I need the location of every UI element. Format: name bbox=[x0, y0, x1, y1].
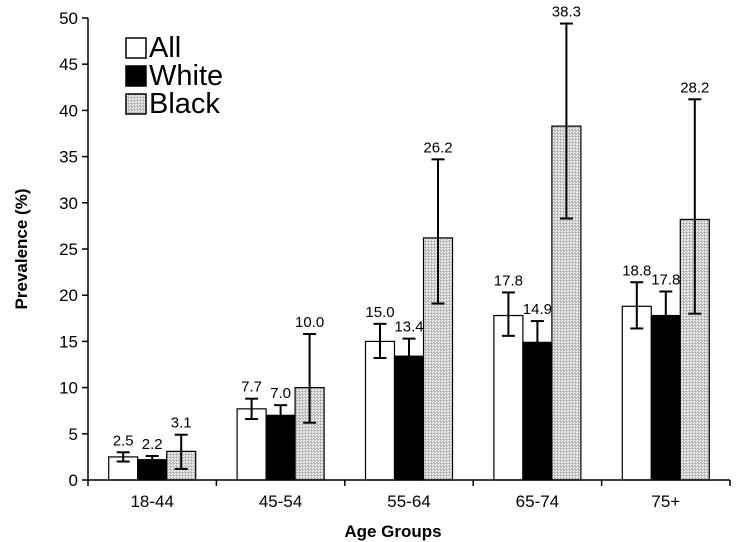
data-label-all-55-64: 15.0 bbox=[365, 304, 394, 321]
data-label-white-65-74: 14.9 bbox=[523, 301, 552, 318]
data-label-black-75+: 28.2 bbox=[680, 79, 709, 96]
bar-all-55-64 bbox=[364, 340, 396, 481]
y-axis-title: Prevalence (%) bbox=[12, 189, 31, 310]
y-tick-label-40: 40 bbox=[59, 101, 78, 120]
legend-label-black: Black bbox=[149, 88, 220, 120]
data-label-white-55-64: 13.4 bbox=[394, 319, 423, 336]
legend-swatch-all bbox=[125, 37, 147, 59]
legend-label-all: All bbox=[149, 32, 181, 64]
legend-swatch-black bbox=[125, 93, 147, 115]
data-label-white-45-54: 7.0 bbox=[270, 385, 291, 402]
data-label-all-75+: 18.8 bbox=[622, 262, 651, 279]
y-tick-label-45: 45 bbox=[59, 55, 78, 74]
y-tick-label-30: 30 bbox=[59, 194, 78, 213]
bar-white-55-64 bbox=[393, 355, 425, 481]
data-label-black-18-44: 3.1 bbox=[171, 415, 192, 432]
y-tick-label-5: 5 bbox=[69, 425, 78, 444]
x-tick-label-18-44: 18-44 bbox=[130, 492, 173, 511]
x-tick-label-65-74: 65-74 bbox=[516, 492, 559, 511]
bar-white-75+ bbox=[650, 314, 681, 481]
data-label-all-65-74: 17.8 bbox=[494, 272, 523, 289]
y-tick-label-10: 10 bbox=[59, 379, 78, 398]
y-tick-label-50: 50 bbox=[59, 9, 78, 28]
legend-label-white: White bbox=[149, 60, 223, 92]
data-label-all-45-54: 7.7 bbox=[241, 379, 262, 396]
y-tick-label-35: 35 bbox=[59, 148, 78, 167]
data-label-black-65-74: 38.3 bbox=[552, 4, 581, 21]
bars-layer bbox=[108, 22, 710, 481]
data-label-white-18-44: 2.2 bbox=[142, 436, 163, 453]
y-tick-label-25: 25 bbox=[59, 240, 78, 259]
y-tick-label-0: 0 bbox=[69, 471, 78, 490]
data-label-all-18-44: 2.5 bbox=[113, 432, 134, 449]
bar-all-75+ bbox=[621, 305, 652, 481]
axes-layer: 0 5 10 15 20 25 30 35 40 45 50 18-44 45-54 55-64 65-74… bbox=[59, 9, 731, 511]
data-label-white-75+: 17.8 bbox=[651, 272, 680, 289]
bar-all-65-74 bbox=[493, 314, 524, 481]
data-label-black-55-64: 26.2 bbox=[423, 139, 452, 156]
x-axis-title: Age Groups bbox=[344, 522, 441, 541]
legend-swatch-white bbox=[125, 65, 147, 87]
data-label-black-45-54: 10.0 bbox=[295, 314, 324, 331]
x-tick-label-45-54: 45-54 bbox=[259, 492, 302, 511]
x-tick-label-75+: 75+ bbox=[651, 492, 680, 511]
x-tick-label-55-64: 55-64 bbox=[387, 492, 430, 511]
y-tick-label-20: 20 bbox=[59, 286, 78, 305]
y-tick-label-15: 15 bbox=[59, 332, 78, 351]
data-labels-layer: 2.5 2.23.17.7 7.010.015.013.426.217.814.93… bbox=[113, 4, 710, 453]
